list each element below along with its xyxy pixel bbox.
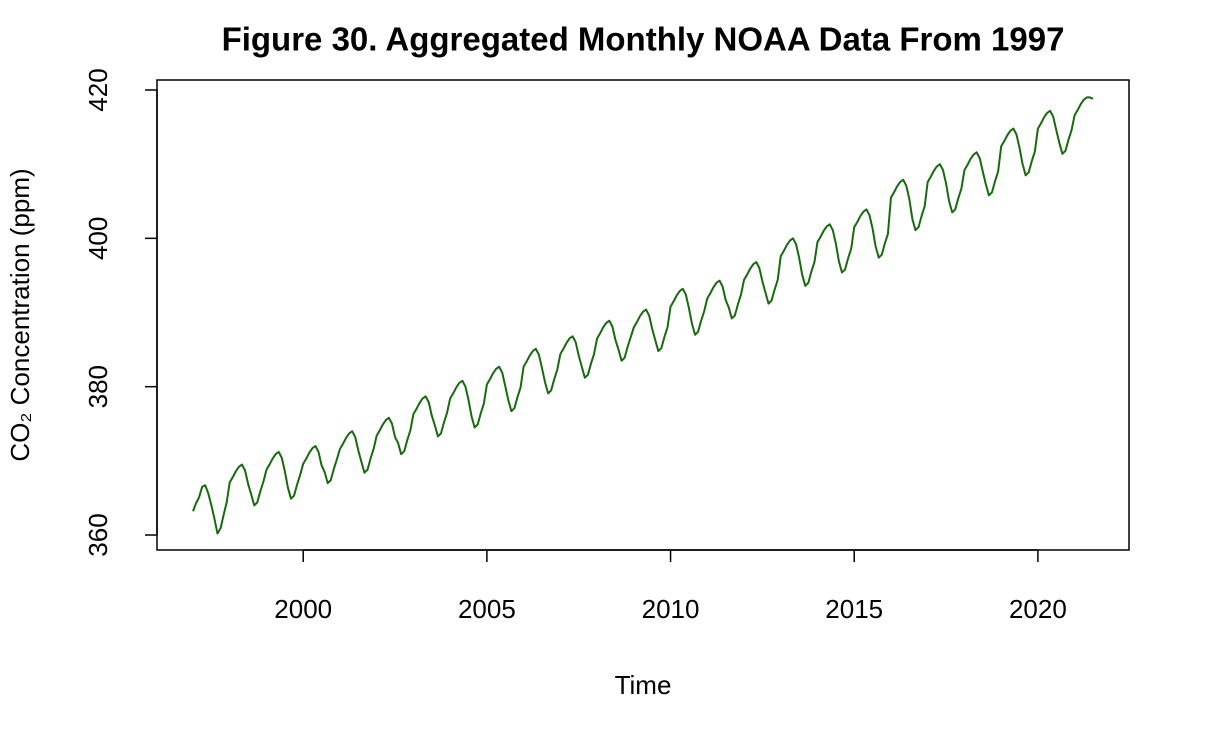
x-tick-label: 2005: [458, 594, 516, 624]
x-tick-label: 2000: [274, 594, 332, 624]
y-tick-label: 380: [83, 365, 113, 408]
x-tick-label: 2020: [1009, 594, 1067, 624]
y-tick-label: 420: [83, 68, 113, 111]
x-axis-label: Time: [615, 670, 672, 700]
y-tick-label: 400: [83, 217, 113, 260]
x-tick-label: 2010: [642, 594, 700, 624]
chart-title: Figure 30. Aggregated Monthly NOAA Data …: [222, 21, 1065, 58]
y-tick-label: 360: [83, 513, 113, 556]
y-axis-label: CO₂ Concentration (ppm): [5, 168, 35, 461]
data-line: [192, 96, 1094, 535]
x-tick-label: 2015: [825, 594, 883, 624]
